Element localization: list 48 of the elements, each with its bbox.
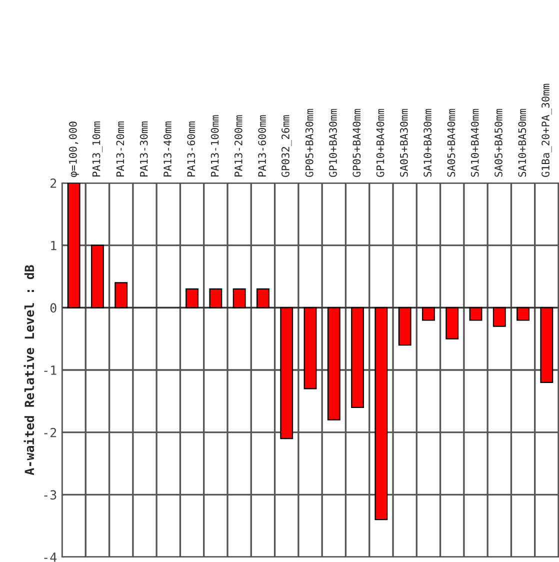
- x-tick-label: SA10+BA40mm: [470, 108, 479, 177]
- y-tick-label: 2: [50, 178, 56, 188]
- x-tick-label: PA13-60mm: [187, 122, 196, 176]
- x-tick-label: GP05+BA40mm: [352, 108, 361, 177]
- bar: [256, 288, 270, 308]
- bar: [516, 307, 530, 321]
- x-tick-label: PA13_10mm: [92, 122, 103, 176]
- bar: [186, 288, 198, 308]
- bar: [209, 288, 222, 308]
- bar: [374, 307, 388, 520]
- bar: [232, 288, 246, 308]
- y-tick-label: 1: [51, 241, 56, 250]
- bar: [304, 307, 317, 390]
- bar: [351, 307, 364, 408]
- x-tick-label: PA13-600mm: [258, 115, 266, 176]
- bar: [327, 307, 340, 420]
- bar: [422, 307, 435, 321]
- x-tick-label: SA10+BA50mm: [518, 108, 526, 177]
- bar: [280, 307, 294, 440]
- x-tick-label: SA05+BA40mm: [447, 108, 456, 177]
- x-tick-label: PA13-100mm: [210, 115, 219, 176]
- x-tick-label: GP10+BA40mm: [376, 108, 384, 177]
- x-tick-label: PA13-200mm: [234, 115, 242, 176]
- bar: [469, 307, 482, 321]
- y-tick-label: -4: [44, 552, 57, 562]
- bar: [446, 307, 459, 340]
- x-tick-label: SA05+BA30mm: [400, 108, 408, 177]
- y-tick-label: -1: [44, 366, 56, 375]
- x-tick-label: PA13-30mm: [140, 122, 148, 176]
- bar: [91, 244, 104, 308]
- bar: [398, 307, 412, 346]
- x-tick-label: PA13-20mm: [116, 122, 124, 176]
- x-tick-label: G1Ba_20+PA_30mm: [542, 84, 552, 177]
- y-tick-label: -2: [44, 428, 56, 438]
- bar: [67, 183, 80, 308]
- x-tick-label: PA13-40mm: [164, 122, 172, 176]
- y-axis-title: A-waited Relative Level : dB: [24, 265, 34, 476]
- x-tick-label: SA10+BA30mm: [424, 108, 432, 177]
- bar: [492, 307, 506, 327]
- x-tick-label: φ=100,000: [68, 122, 79, 178]
- bar: [114, 282, 128, 308]
- y-tick-label: 0: [50, 303, 56, 313]
- x-tick-label: SA05+BA50mm: [494, 108, 502, 177]
- x-tick-label: GP10+BA30mm: [329, 108, 337, 177]
- y-tick-label: -3: [44, 490, 56, 500]
- x-tick-label: GP05+BA30mm: [305, 108, 314, 177]
- x-tick-label: GP032_26mm: [282, 115, 292, 177]
- bar: [540, 307, 554, 384]
